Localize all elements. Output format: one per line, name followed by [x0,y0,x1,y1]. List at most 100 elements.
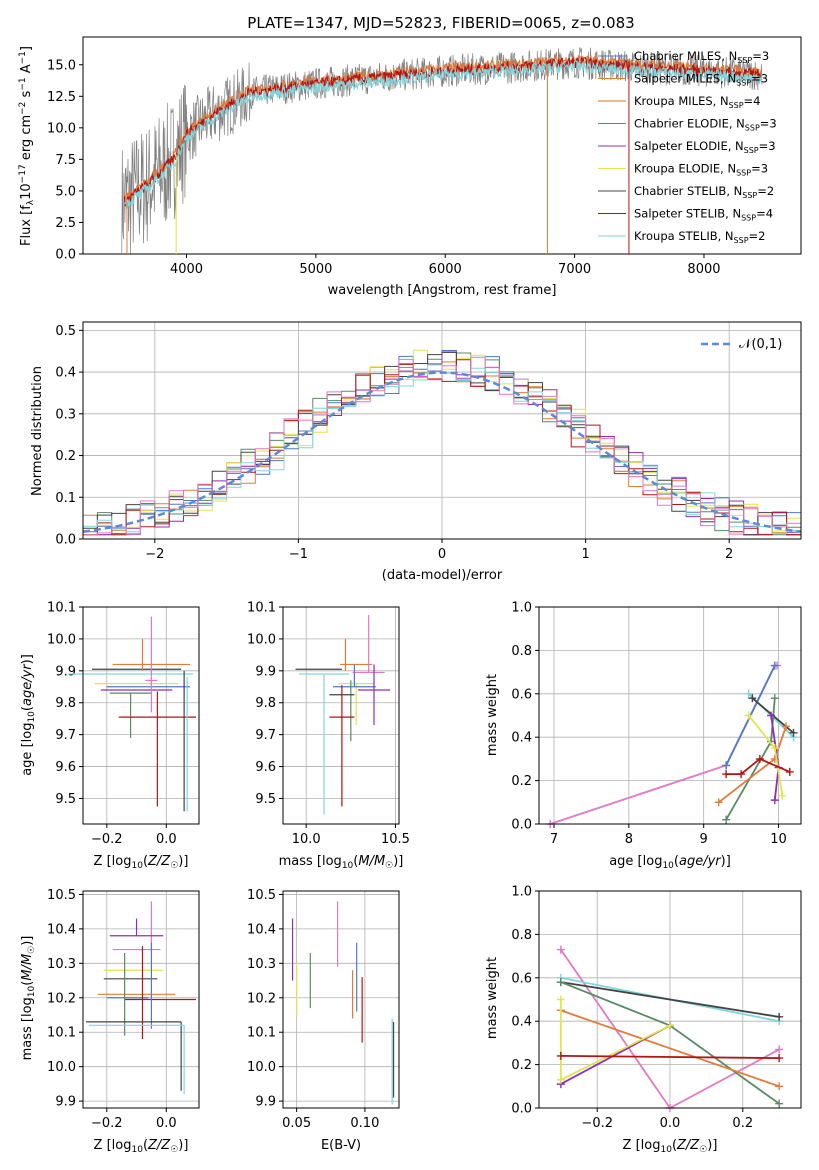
ytick-label: 9.5 [55,792,76,807]
xtick-label: 7 [550,832,558,847]
mw-marker-green [775,1099,784,1108]
residual-ytick-label: 0.3 [55,407,76,422]
axes-frame [538,890,802,1109]
mw-marker-orange [782,722,791,731]
ytick-label: 9.8 [255,696,276,711]
mw-marker-red [755,754,764,763]
ytick-label: 0.8 [511,644,532,659]
ytick-label: 10.3 [47,957,76,972]
mw-marker-red [785,767,794,776]
ytick-label: 9.7 [255,728,276,743]
ytick-label: 1.0 [511,601,532,616]
ytick-label: 10.0 [247,632,276,647]
ytick-label: 10.4 [247,922,276,937]
xtick-label: 0.0 [156,832,177,847]
ytick-label: 0.6 [511,971,532,986]
ytick-label: 10.4 [47,922,76,937]
spectrum-ytick-label: 5.0 [55,184,76,199]
residual-legend: 𝒩(0,1) [701,337,782,352]
xtick-label: −0.2 [91,832,123,847]
residual-ytick-label: 0.0 [55,533,76,548]
age-vs-mass-xlabel: mass [log10(M/M☉)] [279,854,404,871]
mw-line-pink [549,664,777,825]
ytick-label: 9.9 [255,664,276,679]
xtick-label: 0.0 [660,1116,681,1131]
ytick-label: 10.2 [47,991,76,1006]
mw-marker-blue [722,761,731,770]
axes-frame [282,606,400,825]
mw-marker-blue [770,661,779,670]
ytick-label: 0.8 [511,928,532,943]
mw-marker-yellow [666,1021,674,1030]
spectrum-ytick-label: 2.5 [55,216,76,231]
xtick-label: −0.2 [581,1116,613,1131]
ytick-label: 10.2 [247,991,276,1006]
mw-marker-pink [775,1045,784,1054]
spectrum-ytick-label: 7.5 [55,153,76,168]
ytick-label: 10.1 [47,1026,76,1041]
mw-line-yellow [559,999,671,1082]
ytick-label: 10.1 [47,601,76,616]
spectrum-xtick-label: 6000 [429,262,462,277]
mw-marker-cyan [744,689,753,698]
ytick-label: 0.4 [511,1015,532,1030]
spectrum-legend: Chabrier MILES, NSSP=3 Salpeter MILES, NS… [598,49,777,245]
residual-xlabel: (data-model)/error [382,568,503,583]
ytick-label: 10.1 [247,1026,276,1041]
spectrum-panel: 4000 5000 6000 7000 8000 0.0 2.5 5.0 7.5 10.0 12.5… [18,36,802,298]
mw-marker-yellow [744,711,753,720]
mw-marker-orange [714,798,723,807]
ytick-label: 9.5 [255,792,276,807]
legend-label: Kroupa MILES, NSSP=4 [634,94,760,110]
ytick-label: 10.5 [47,888,76,903]
mw-marker-yellow [770,744,779,753]
ytick-label: 9.9 [55,1095,76,1110]
residual-xtick-label: −1 [289,547,308,562]
figure-title: PLATE=1347, MJD=52823, FIBERID=0065, z=0… [247,14,634,32]
xtick-label: 9 [700,832,708,847]
residual-hist-dark [83,351,801,536]
axes-frame [538,606,802,825]
residual-xtick-label: −2 [145,547,164,562]
ytick-label: 10.5 [247,888,276,903]
xtick-label: 10.0 [292,832,321,847]
mw-marker-dark [789,728,798,737]
residual-ylabel: Normed distribution [30,366,45,496]
ytick-label: 9.9 [55,664,76,679]
xtick-label: 0.2 [732,1116,753,1131]
spectrum-ytick-label: 15.0 [47,58,76,73]
spectrum-ylabel: Flux [fλ10−17 erg cm−2 s−1 A−1] [18,46,36,246]
ytick-label: 9.8 [55,696,76,711]
residual-xtick-label: 2 [725,547,733,562]
axes-frame [82,606,200,825]
age-vs-metallicity-panel: −0.2 0.0 9.5 9.6 9.7 9.8 9.9 10.0 10.1 [47,601,200,847]
mw-marker-yellow [556,995,565,1004]
spectrum-xtick-label: 8000 [687,262,720,277]
mw-marker-red [737,770,746,779]
mass-vs-metallicity-panel: −0.2 0.0 9.9 10.0 10.1 10.2 10.3 10.4 10.5 [47,888,200,1131]
mass-vs-ebv-xlabel: E(B-V) [321,1138,361,1153]
massweight-vs-metallicity-panel: −0.2 0.0 0.2 0.0 0.2 0.4 0.6 0.8 1.0 [511,885,802,1131]
residual-xtick-label: 1 [581,547,589,562]
mw-marker-yellow [778,791,787,800]
mw-line-orange [560,1009,780,1088]
ytick-label: 0.2 [511,774,532,789]
xtick-label: −0.2 [91,1116,123,1131]
spectrum-ytick-label: 0.0 [55,248,76,263]
residual-ytick-label: 0.2 [55,449,76,464]
mw-marker-orange [775,1082,784,1091]
observed-spectrum [121,47,763,255]
mw-marker-purple [767,711,776,720]
mw-vs-age-xlabel: age [log10(age/yr)] [609,854,731,871]
legend-label: Salpeter STELIB, NSSP=4 [634,207,773,223]
mass-vs-Z-ylabel: mass [log10(M/M☉)] [20,936,37,1061]
mw-vs-Z-xlabel: Z [log10(Z/Z☉)] [623,1138,718,1155]
mw-marker-red [556,1051,565,1060]
legend-label: Kroupa STELIB, NSSP=2 [634,229,765,245]
xtick-label: 10 [770,832,787,847]
ytick-label: 0.6 [511,687,532,702]
mw-marker-red [722,770,731,779]
ytick-label: 0.0 [511,1102,532,1117]
mw-marker-green [770,694,779,703]
ytick-label: 10.0 [247,1060,276,1075]
